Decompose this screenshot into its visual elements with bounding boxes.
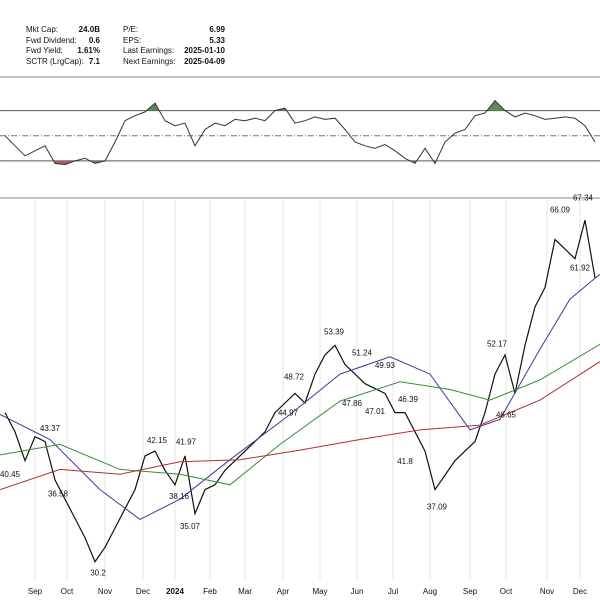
series-line	[0, 361, 600, 491]
field-value: 7.1	[89, 57, 101, 66]
overbought-area	[5, 100, 595, 111]
field-label: Fwd Dividend:	[26, 36, 77, 45]
x-tick-label: Aug	[423, 587, 437, 596]
annotation: 52.17	[487, 339, 508, 348]
annotation: 35.07	[180, 522, 201, 531]
series-line	[4, 99, 596, 166]
annotation: 47.86	[342, 399, 363, 408]
annotation: 66.09	[550, 205, 571, 214]
x-tick-label: Dec	[573, 587, 587, 596]
field-label: Mkt Cap:	[26, 25, 58, 34]
x-tick-label: Nov	[98, 587, 112, 596]
field-label: SCTR (LrgCap):	[26, 57, 84, 66]
annotation: 40.45	[0, 470, 21, 479]
annotation: 49.93	[375, 361, 396, 370]
annotation: 38.16	[169, 492, 190, 501]
annotation: 42.15	[147, 436, 168, 445]
series-line	[4, 220, 596, 563]
field-value: 1.61%	[77, 46, 100, 55]
annotation: 61.92	[570, 264, 591, 273]
annotation: 47.01	[365, 407, 386, 416]
x-tick-label: Oct	[61, 587, 74, 596]
x-tick-label: Mar	[238, 587, 252, 596]
annotation: 48.72	[284, 373, 305, 382]
field-label: Last Earnings:	[123, 46, 174, 55]
x-tick-label: Apr	[277, 587, 290, 596]
annotation: 41.97	[176, 437, 197, 446]
series-line	[0, 343, 600, 486]
annotation: 51.24	[352, 348, 373, 357]
field-value: 24.0B	[79, 25, 101, 34]
annotation: 53.39	[324, 328, 345, 337]
field-value: 2025-01-10	[184, 46, 225, 55]
x-tick-label: May	[312, 587, 327, 596]
field-value: 5.33	[209, 36, 225, 45]
x-tick-label: Feb	[203, 587, 217, 596]
annotation: 37.09	[427, 502, 448, 511]
annotation: 46.65	[496, 410, 517, 419]
x-tick-label: Jul	[388, 587, 398, 596]
x-tick-label: Oct	[500, 587, 513, 596]
field-label: EPS:	[123, 36, 141, 45]
field-value: 2025-04-09	[184, 57, 225, 66]
annotation: 67.34	[573, 193, 594, 202]
x-tick-label: Sep	[463, 587, 478, 596]
x-tick-label: Nov	[540, 587, 554, 596]
x-tick-label: Dec	[136, 587, 150, 596]
annotation: 36.58	[48, 489, 69, 498]
field-value: 0.6	[89, 36, 101, 45]
x-tick-label: Jun	[351, 587, 364, 596]
annotation: 46.39	[398, 395, 419, 404]
annotation: 43.37	[40, 424, 61, 433]
x-tick-label: Sep	[28, 587, 43, 596]
annotation: 44.97	[278, 409, 299, 418]
series-line	[0, 273, 600, 520]
field-label: P/E:	[123, 25, 138, 34]
annotation: 41.8	[397, 457, 413, 466]
x-tick-label: 2024	[166, 587, 184, 596]
field-value: 6.99	[209, 25, 225, 34]
field-label: Next Earnings:	[123, 57, 175, 66]
field-label: Fwd Yield:	[26, 46, 63, 55]
annotation: 30.2	[90, 569, 106, 578]
